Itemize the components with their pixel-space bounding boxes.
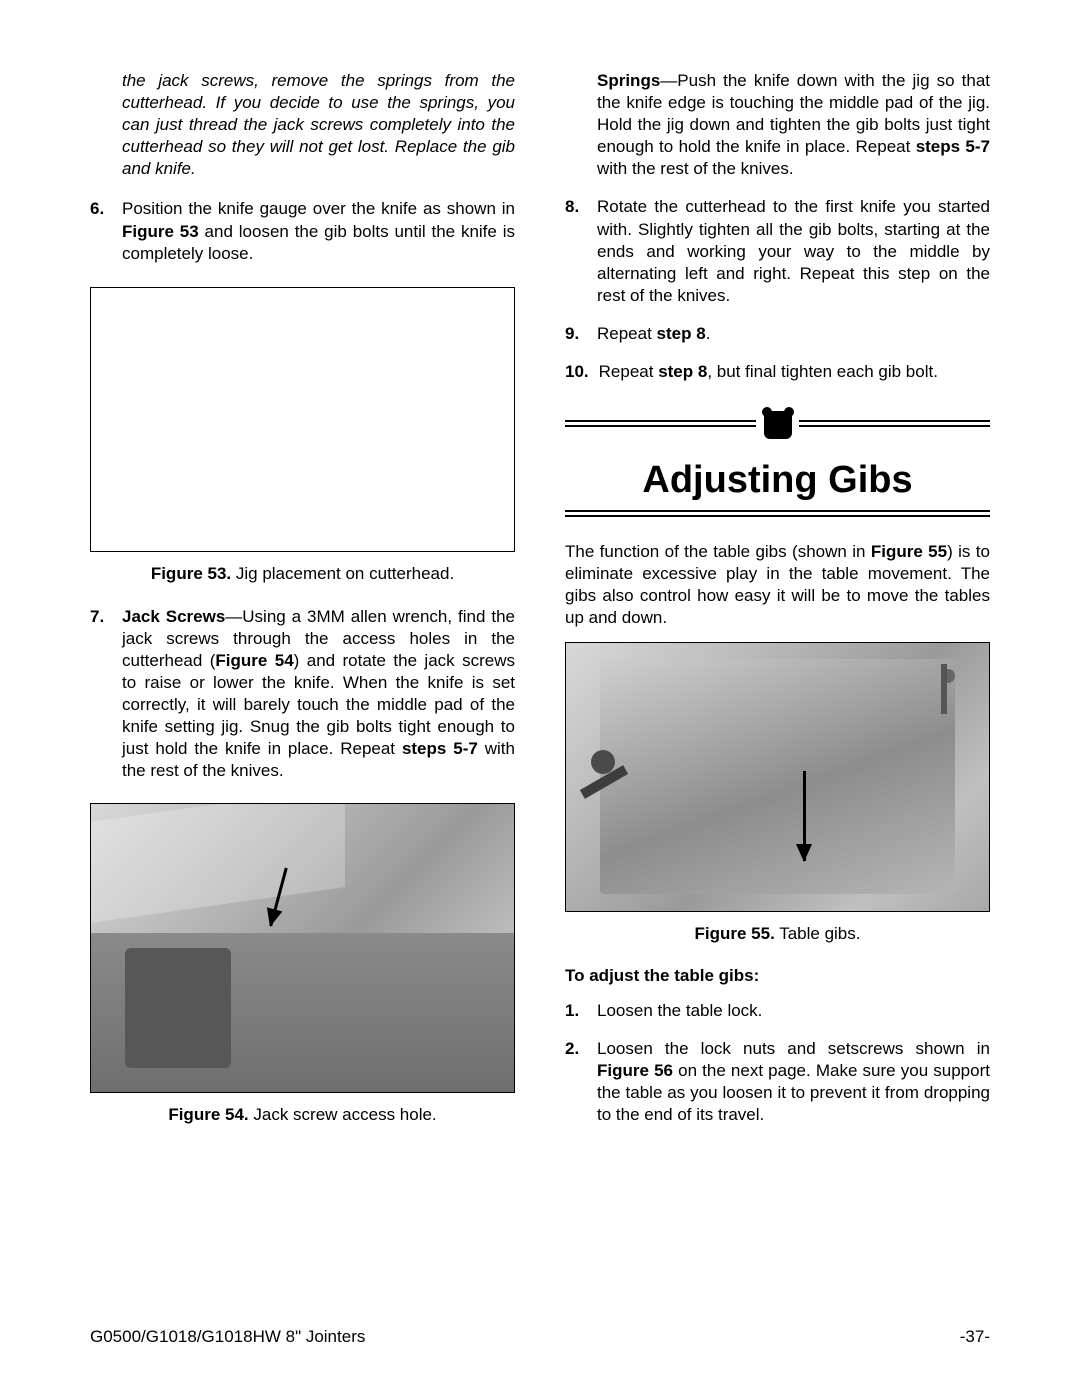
footer-left: G0500/G1018/G1018HW 8" Jointers <box>90 1327 365 1347</box>
step-number: 1. <box>565 1000 587 1022</box>
step-9: 9. Repeat step 8. <box>565 323 990 345</box>
adjust-step-2: 2. Loosen the lock nuts and setscrews sh… <box>565 1038 990 1126</box>
step-number: 2. <box>565 1038 587 1126</box>
step-body: Loosen the table lock. <box>597 1000 990 1022</box>
page-footer: G0500/G1018/G1018HW 8" Jointers -37- <box>90 1327 990 1347</box>
figure-55-caption: Figure 55. Table gibs. <box>565 924 990 944</box>
step-6: 6. Position the knife gauge over the kni… <box>90 198 515 264</box>
gibs-intro: The function of the table gibs (shown in… <box>565 541 990 629</box>
step-body: Loosen the lock nuts and setscrews shown… <box>597 1038 990 1126</box>
arrow-icon <box>803 771 806 861</box>
step-body: Repeat step 8, but final tighten each gi… <box>599 361 990 383</box>
step-10: 10. Repeat step 8, but final tighten eac… <box>565 361 990 383</box>
figure-55-photo <box>565 642 990 912</box>
italic-intro: the jack screws, remove the springs from… <box>122 70 515 180</box>
adjust-step-1: 1. Loosen the table lock. <box>565 1000 990 1022</box>
step-8: 8. Rotate the cutterhead to the first kn… <box>565 196 990 306</box>
figure-54-photo <box>90 803 515 1093</box>
step-body: Position the knife gauge over the knife … <box>122 198 515 264</box>
step-number: 6. <box>90 198 112 264</box>
step-number: 7. <box>90 606 112 783</box>
step-body: Jack Screws—Using a 3MM allen wrench, fi… <box>122 606 515 783</box>
step-number: 8. <box>565 196 587 306</box>
step-7: 7. Jack Screws—Using a 3MM allen wrench,… <box>90 606 515 783</box>
step-body: Rotate the cutterhead to the first knife… <box>597 196 990 306</box>
footer-page-number: -37- <box>960 1327 990 1347</box>
section-divider <box>565 411 990 439</box>
step-body: Repeat step 8. <box>597 323 990 345</box>
figure-53-caption: Figure 53. Jig placement on cutterhead. <box>90 564 515 584</box>
right-column: Springs—Push the knife down with the jig… <box>565 70 990 1147</box>
bear-icon <box>764 411 792 439</box>
section-title: Adjusting Gibs <box>565 459 990 502</box>
step-number: 9. <box>565 323 587 345</box>
springs-block: Springs—Push the knife down with the jig… <box>597 70 990 180</box>
title-underline <box>565 510 990 517</box>
figure-54-caption: Figure 54. Jack screw access hole. <box>90 1105 515 1125</box>
step-number: 10. <box>565 361 589 383</box>
figure-53-placeholder <box>90 287 515 552</box>
left-column: the jack screws, remove the springs from… <box>90 70 515 1147</box>
adjust-subhead: To adjust the table gibs: <box>565 966 990 986</box>
page-content: the jack screws, remove the springs from… <box>90 70 990 1147</box>
